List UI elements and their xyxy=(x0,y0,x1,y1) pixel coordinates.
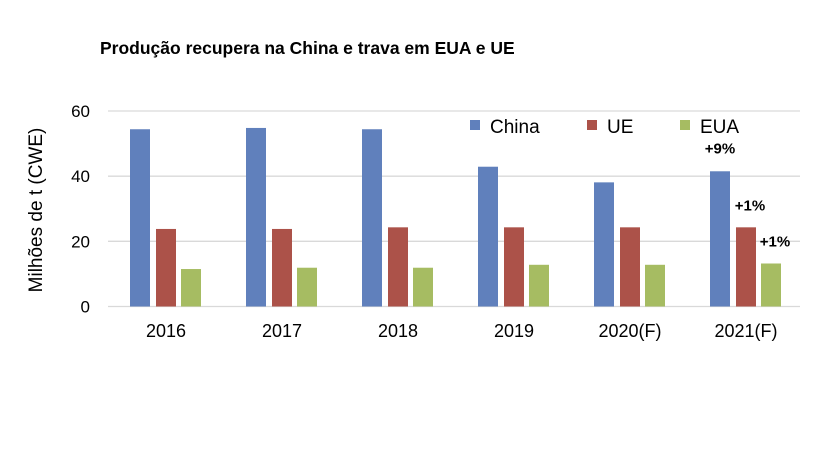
x-tick-label: 2021(F) xyxy=(714,321,777,341)
data-annotation: +1% xyxy=(735,197,765,214)
bar-eua-2019 xyxy=(529,264,549,307)
bar-china-2016 xyxy=(130,129,150,307)
bar-ue-2020(F) xyxy=(620,227,640,307)
bar-ue-2017 xyxy=(272,228,292,307)
y-tick-label: 60 xyxy=(71,102,90,121)
x-tick-label: 2017 xyxy=(262,321,302,341)
x-tick-label: 2018 xyxy=(378,321,418,341)
y-axis-label: Milhões de t (CWE) xyxy=(26,128,47,293)
bar-eua-2021(F) xyxy=(761,263,781,307)
bar-china-2017 xyxy=(246,127,266,307)
bar-eua-2016 xyxy=(181,269,201,307)
bar-china-2020(F) xyxy=(594,182,614,307)
x-tick-label: 2016 xyxy=(146,321,186,341)
bar-china-2018 xyxy=(362,129,382,307)
y-tick-label: 0 xyxy=(81,298,90,317)
bar-ue-2018 xyxy=(388,227,408,307)
chart-title: Produção recupera na China e trava em EU… xyxy=(100,38,515,58)
legend-swatch-eua xyxy=(680,120,690,130)
bar-eua-2020(F) xyxy=(645,264,665,307)
bar-china-2021(F) xyxy=(710,171,730,307)
bar-eua-2018 xyxy=(413,267,433,307)
x-tick-label: 2019 xyxy=(494,321,534,341)
y-tick-label: 40 xyxy=(71,167,90,186)
legend-swatch-ue xyxy=(587,120,597,130)
data-annotation: +9% xyxy=(705,140,735,157)
bar-eua-2017 xyxy=(297,267,317,307)
legend-label-ue: UE xyxy=(607,117,633,138)
bar-ue-2019 xyxy=(504,227,524,307)
bar-china-2019 xyxy=(478,166,498,307)
legend-swatch-china xyxy=(470,120,480,130)
bar-ue-2016 xyxy=(156,228,176,307)
y-tick-label: 20 xyxy=(71,232,90,251)
bar-ue-2021(F) xyxy=(736,227,756,307)
x-tick-label: 2020(F) xyxy=(598,321,661,341)
legend-label-china: China xyxy=(490,117,540,138)
legend-label-eua: EUA xyxy=(700,117,739,138)
data-annotation: +1% xyxy=(760,233,790,250)
